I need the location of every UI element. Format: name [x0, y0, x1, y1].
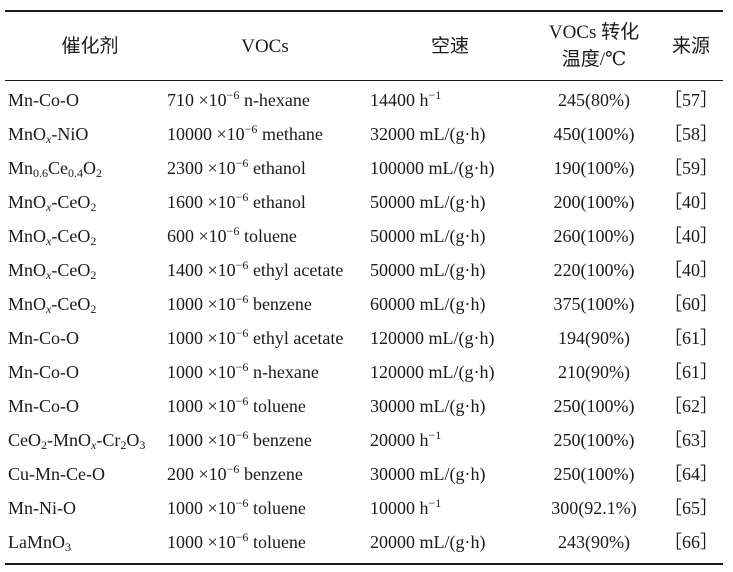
catalyst-cell: MnOx-CeO2 [8, 294, 97, 316]
space-velocity-cell: 120000 mL/(g·h) [370, 362, 495, 382]
voc-cell: 1000 ×10−6 benzene [167, 292, 312, 314]
space-velocity-cell: 60000 mL/(g·h) [370, 294, 486, 314]
header-catalyst: 催化剂 [61, 35, 119, 57]
voc-cell: 1000 ×10−6 n-hexane [167, 360, 319, 382]
conversion-temp-cell: 245(80%) [558, 90, 630, 110]
catalyst-cell: Mn-Co-O [8, 362, 79, 382]
catalyst-cell: Mn-Co-O [8, 90, 79, 110]
catalyst-cell: Mn-Co-O [8, 396, 79, 416]
reference-cell: ［64］ [664, 464, 718, 484]
catalyst-cell: Cu-Mn-Ce-O [8, 464, 105, 484]
space-velocity-cell: 50000 mL/(g·h) [370, 226, 486, 246]
conversion-temp-cell: 260(100%) [553, 226, 635, 246]
catalyst-cell: MnOx-NiO [8, 124, 89, 146]
space-velocity-cell: 30000 mL/(g·h) [370, 396, 486, 416]
reference-cell: ［61］ [664, 328, 718, 348]
catalyst-cell: MnOx-CeO2 [8, 260, 97, 282]
conversion-temp-cell: 220(100%) [553, 260, 635, 280]
space-velocity-cell: 32000 mL/(g·h) [370, 124, 486, 144]
space-velocity-cell: 20000 mL/(g·h) [370, 532, 486, 552]
space-velocity-cell: 10000 h−1 [370, 496, 442, 518]
table-row: MnOx-NiO 10000 ×10−6 methane 32000 mL/(g·h… [0, 117, 733, 151]
voc-cell: 1000 ×10−6 toluene [167, 394, 306, 416]
space-velocity-cell: 30000 mL/(g·h) [370, 464, 486, 484]
catalyst-cell: LaMnO3 [8, 532, 71, 554]
table-top-rule [5, 10, 723, 12]
reference-cell: ［63］ [664, 430, 718, 450]
voc-cell: 10000 ×10−6 methane [167, 122, 323, 144]
voc-cell: 1000 ×10−6 toluene [167, 530, 306, 552]
table-row: LaMnO3 1000 ×10−6 toluene 20000 mL/(g·h) 24… [0, 525, 733, 559]
table-row: MnOx-CeO2 1000 ×10−6 benzene 60000 mL/(g·h… [0, 287, 733, 321]
reference-cell: ［40］ [664, 226, 718, 246]
table-row: MnOx-CeO2 1400 ×10−6 ethyl acetate 50000 m… [0, 253, 733, 287]
table-row: MnOx-CeO2 1600 ×10−6 ethanol 50000 mL/(g·h… [0, 185, 733, 219]
voc-cell: 1400 ×10−6 ethyl acetate [167, 258, 344, 280]
conversion-temp-cell: 200(100%) [553, 192, 635, 212]
space-velocity-cell: 120000 mL/(g·h) [370, 328, 495, 348]
table-row: Mn0.6Ce0.4O2 2300 ×10−6 ethanol 100000 mL/… [0, 151, 733, 185]
catalyst-cell: Mn0.6Ce0.4O2 [8, 158, 103, 180]
voc-cell: 710 ×10−6 n-hexane [167, 88, 310, 110]
reference-cell: ［66］ [664, 532, 718, 552]
conversion-temp-cell: 190(100%) [553, 158, 635, 178]
table-row: Mn-Ni-O 1000 ×10−6 toluene 10000 h−1 300(92… [0, 491, 733, 525]
conversion-temp-cell: 194(90%) [558, 328, 630, 348]
header-conversion-temp: VOCs 转化 温度/℃ [548, 22, 640, 70]
header-voc: VOCs [241, 35, 289, 57]
voc-cell: 1000 ×10−6 toluene [167, 496, 306, 518]
catalyst-cell: CeO2-MnOx-Cr2O3 [8, 430, 146, 452]
header-space-velocity: 空速 [430, 35, 469, 57]
conversion-temp-cell: 210(90%) [558, 362, 630, 382]
conversion-temp-cell: 375(100%) [553, 294, 635, 314]
table-row: Mn-Co-O 1000 ×10−6 toluene 30000 mL/(g·h) 2… [0, 389, 733, 423]
reference-cell: ［60］ [664, 294, 718, 314]
reference-cell: ［65］ [664, 498, 718, 518]
space-velocity-cell: 50000 mL/(g·h) [370, 260, 486, 280]
conversion-temp-cell: 250(100%) [553, 396, 635, 416]
table-row: CeO2-MnOx-Cr2O3 1000 ×10−6 benzene 20000 h… [0, 423, 733, 457]
space-velocity-cell: 50000 mL/(g·h) [370, 192, 486, 212]
conversion-temp-cell: 300(92.1%) [551, 498, 637, 518]
voc-cell: 1000 ×10−6 benzene [167, 428, 312, 450]
table-row: Cu-Mn-Ce-O 200 ×10−6 benzene 30000 mL/(g·h… [0, 457, 733, 491]
conversion-temp-cell: 250(100%) [553, 430, 635, 450]
table-header-rule [5, 80, 723, 81]
conversion-temp-cell: 243(90%) [558, 532, 630, 552]
voc-cell: 600 ×10−6 toluene [167, 224, 297, 246]
table-bottom-rule [5, 563, 723, 565]
voc-cell: 1000 ×10−6 ethyl acetate [167, 326, 344, 348]
table-row: Mn-Co-O 1000 ×10−6 n-hexane 120000 mL/(g·h… [0, 355, 733, 389]
reference-cell: ［62］ [664, 396, 718, 416]
voc-cell: 2300 ×10−6 ethanol [167, 156, 306, 178]
reference-cell: ［40］ [664, 192, 718, 212]
voc-cell: 1600 ×10−6 ethanol [167, 190, 306, 212]
table-row: MnOx-CeO2 600 ×10−6 toluene 50000 mL/(g·h)… [0, 219, 733, 253]
catalyst-cell: Mn-Ni-O [8, 498, 76, 518]
header-source: 来源 [671, 35, 710, 57]
table-row: Mn-Co-O 1000 ×10−6 ethyl acetate 120000 mL… [0, 321, 733, 355]
catalyst-cell: MnOx-CeO2 [8, 192, 97, 214]
space-velocity-cell: 20000 h−1 [370, 428, 442, 450]
reference-cell: ［59］ [664, 158, 718, 178]
conversion-temp-cell: 250(100%) [553, 464, 635, 484]
reference-cell: ［40］ [664, 260, 718, 280]
reference-cell: ［58］ [664, 124, 718, 144]
catalyst-cell: MnOx-CeO2 [8, 226, 97, 248]
reference-cell: ［57］ [664, 90, 718, 110]
space-velocity-cell: 14400 h−1 [370, 88, 442, 110]
table-row: Mn-Co-O 710 ×10−6 n-hexane 14400 h−1 245(80… [0, 83, 733, 117]
voc-cell: 200 ×10−6 benzene [167, 462, 303, 484]
catalyst-cell: Mn-Co-O [8, 328, 79, 348]
space-velocity-cell: 100000 mL/(g·h) [370, 158, 495, 178]
conversion-temp-cell: 450(100%) [553, 124, 635, 144]
reference-cell: ［61］ [664, 362, 718, 382]
